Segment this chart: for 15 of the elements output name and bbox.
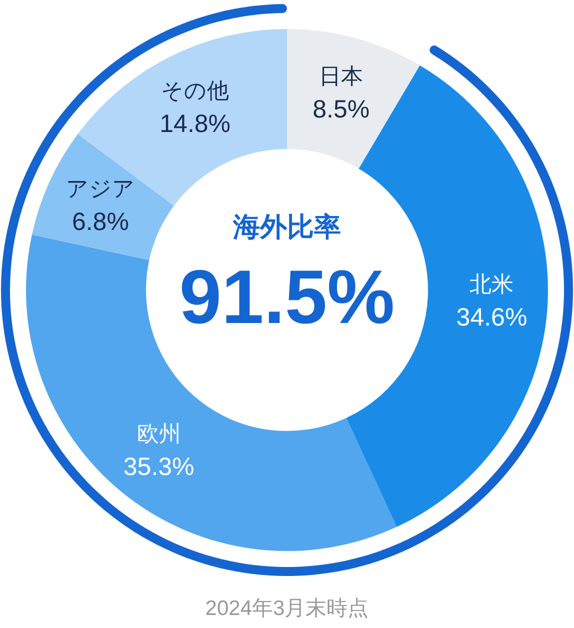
data-label: 34.6% (456, 303, 528, 332)
slice-label: その他 (161, 78, 230, 103)
donut-slice (287, 29, 420, 169)
slice-label: 北米 (470, 271, 514, 296)
data-label: 8.5% (312, 95, 370, 124)
text: 海外比率 (232, 212, 341, 242)
donut-slice (32, 134, 174, 260)
slice-label: 欧州 (136, 420, 181, 446)
slice-label: アジア (66, 176, 135, 202)
data-label: 14.8% (160, 110, 231, 138)
slice-label: 日本 (319, 63, 364, 88)
data-label: 6.8% (72, 208, 129, 236)
data-label: 35.3% (123, 452, 194, 481)
text: 91.5% (179, 255, 395, 340)
text: 2024年3月末時点 (205, 597, 369, 620)
